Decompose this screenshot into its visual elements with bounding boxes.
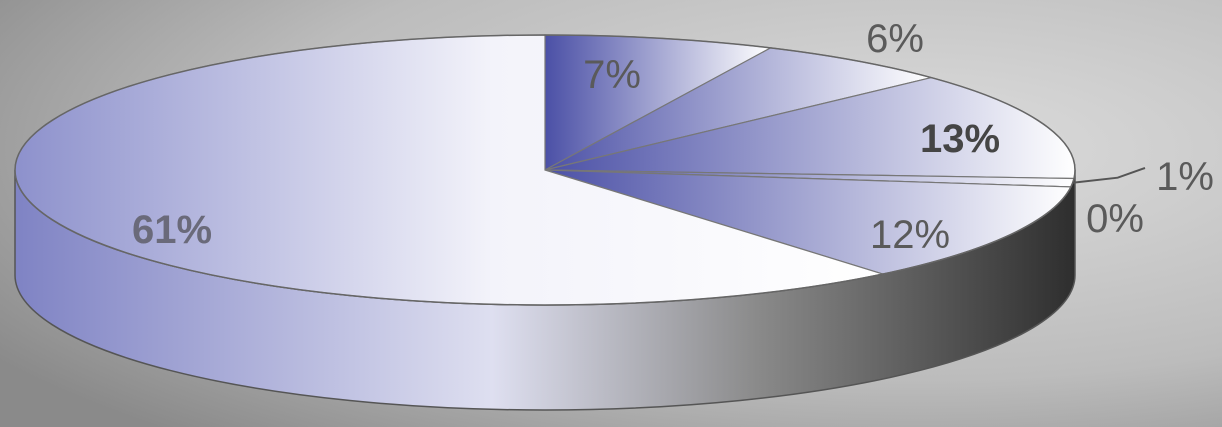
slice-label-7-pct: 7%	[583, 53, 641, 97]
leader-line-1-pct	[1072, 167, 1146, 184]
slice-label-6-pct: 6%	[866, 17, 924, 61]
slice-label-12-pct: 12%	[870, 213, 950, 257]
slice-label-0-pct: 0%	[1086, 197, 1144, 241]
pie-labels: 7% 6% 13% 1% 0% 12% 61%	[132, 17, 1214, 257]
pie-leader-lines	[1072, 167, 1146, 184]
pie-top	[14, 34, 1076, 306]
slice-label-1-pct: 1%	[1156, 155, 1214, 199]
slice-label-61-pct: 61%	[132, 208, 212, 252]
pie-top-outline	[14, 34, 1076, 306]
slice-label-13-pct: 13%	[920, 117, 1000, 161]
